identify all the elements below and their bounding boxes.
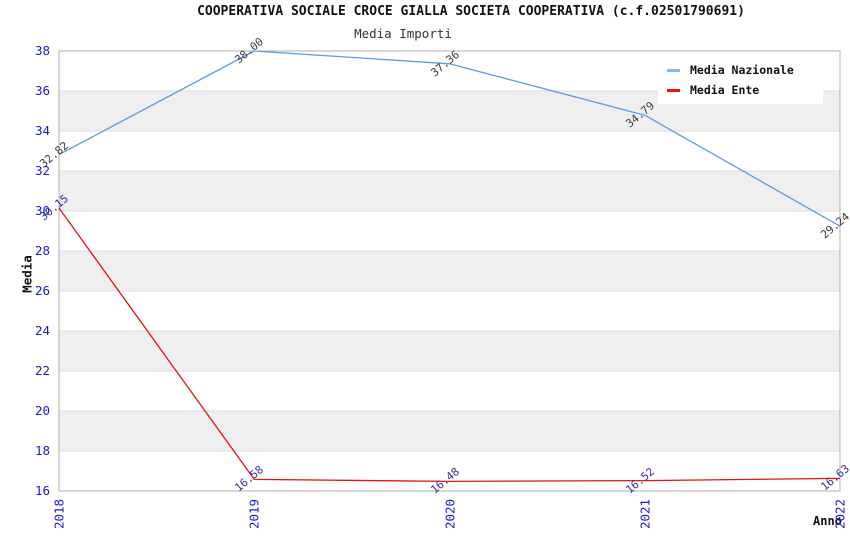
y-tick-label: 30 [34, 203, 50, 218]
x-axis-title: Anno [813, 514, 842, 528]
y-tick-label: 20 [34, 403, 50, 418]
plot-band [59, 251, 840, 291]
y-tick-label: 26 [34, 283, 50, 298]
legend-item: Media Nazionale [667, 60, 823, 80]
plot-band [59, 451, 840, 491]
x-tick-label-text: 2018 [51, 498, 67, 530]
series-line-media-nazionale [58, 50, 841, 227]
y-tick-label: 24 [34, 323, 50, 338]
plot-band [59, 331, 840, 371]
y-tick-label: 28 [34, 243, 50, 258]
y-tick-label: 16 [34, 483, 50, 498]
legend-swatch-icon [667, 68, 680, 72]
x-tick-label-text: 2019 [246, 498, 262, 530]
y-tick-label: 34 [34, 123, 50, 138]
plot-border [58, 50, 841, 492]
series-line-media-ente [58, 207, 841, 483]
plot-band [59, 291, 840, 331]
plot-band [59, 211, 840, 251]
legend-item: Media Ente [667, 80, 823, 100]
chart-title: COOPERATIVA SOCIALE CROCE GIALLA SOCIETA… [197, 4, 745, 19]
legend-label: Media Nazionale [690, 63, 794, 77]
x-tick-label-text: 2020 [442, 498, 457, 530]
plot-band [59, 171, 840, 211]
y-tick-label: 22 [34, 363, 50, 378]
plot-band [59, 131, 840, 171]
x-tick-label-text: 2022 [832, 498, 848, 530]
legend: Media Nazionale Media Ente [658, 56, 823, 104]
y-tick-label: 36 [34, 83, 50, 98]
y-tick-label: 18 [34, 443, 50, 458]
x-tick-label-text: 2021 [637, 498, 653, 530]
plot-band [59, 371, 840, 411]
y-tick-label: 32 [34, 163, 50, 178]
legend-label: Media Ente [690, 83, 760, 97]
plot-band [59, 411, 840, 451]
y-tick-label: 38 [34, 43, 50, 58]
legend-swatch-icon [667, 88, 680, 92]
chart-subtitle: Media Importi [354, 26, 452, 41]
